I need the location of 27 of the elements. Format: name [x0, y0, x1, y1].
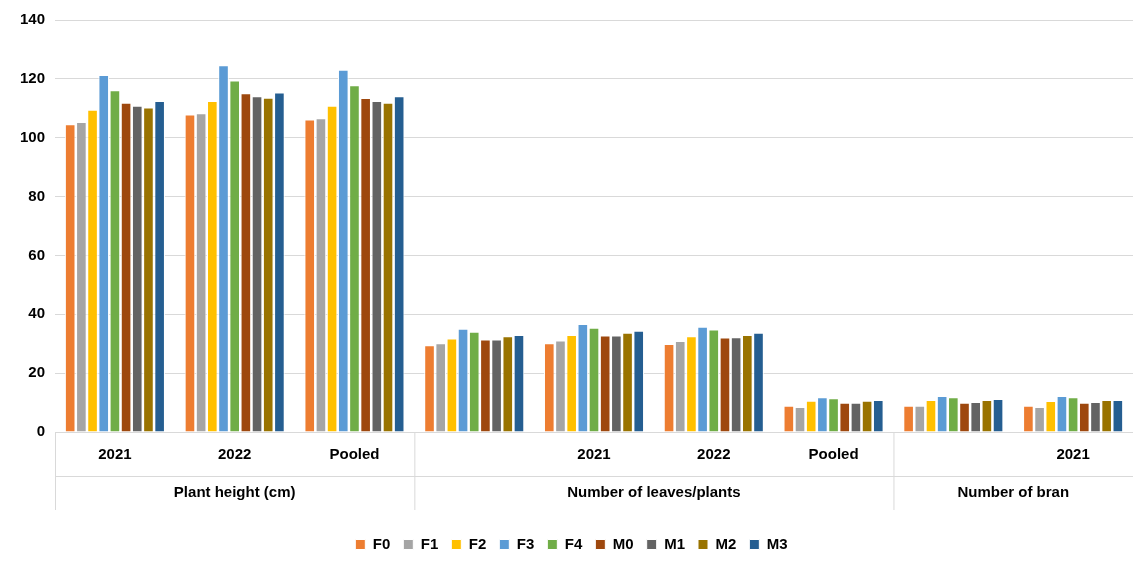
legend-label: M3 [766, 534, 788, 552]
x-tick-label: 2021 [1056, 445, 1090, 463]
y-tick-label: 60 [28, 245, 46, 263]
x-tick-label: 2022 [218, 445, 252, 463]
x-tick-label: 2022 [697, 445, 731, 463]
y-tick-label: 100 [20, 127, 46, 145]
y-tick-label: 0 [36, 422, 46, 440]
legend-label: F2 [468, 534, 487, 552]
legend-label: F4 [564, 534, 583, 552]
legend-label: F1 [420, 534, 439, 552]
legend-label: M2 [715, 534, 737, 552]
y-tick-label: 20 [28, 363, 46, 381]
y-tick-label: 40 [28, 304, 46, 322]
text: Number of leaves/plants [567, 483, 741, 501]
x-tick-label: 2021 [577, 445, 611, 463]
legend-label: M1 [664, 534, 686, 552]
x-tick-label: Pooled [808, 445, 859, 463]
x-tick-label: 2021 [98, 445, 132, 463]
text: Plant height (cm) [173, 483, 296, 501]
legend-label: M0 [612, 534, 634, 552]
y-tick-label: 80 [28, 186, 46, 204]
legend-label: F0 [372, 534, 391, 552]
y-tick-label: 140 [20, 10, 46, 28]
y-tick-label: 120 [20, 69, 46, 86]
x-tick-label: Pooled [329, 445, 380, 463]
legend-label: F3 [516, 534, 535, 552]
text: Number of bran [957, 483, 1070, 501]
